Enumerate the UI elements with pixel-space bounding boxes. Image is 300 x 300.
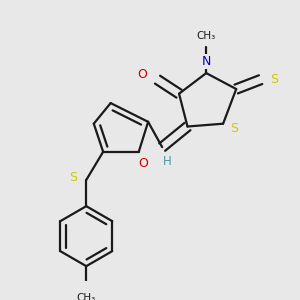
Text: CH₃: CH₃ (76, 293, 96, 300)
Text: S: S (69, 171, 77, 184)
Text: CH₃: CH₃ (196, 31, 216, 40)
Text: H: H (163, 155, 171, 168)
Text: S: S (270, 73, 278, 86)
Text: O: O (138, 68, 147, 82)
Text: O: O (139, 158, 148, 170)
Text: S: S (230, 122, 238, 135)
Text: N: N (202, 56, 211, 68)
